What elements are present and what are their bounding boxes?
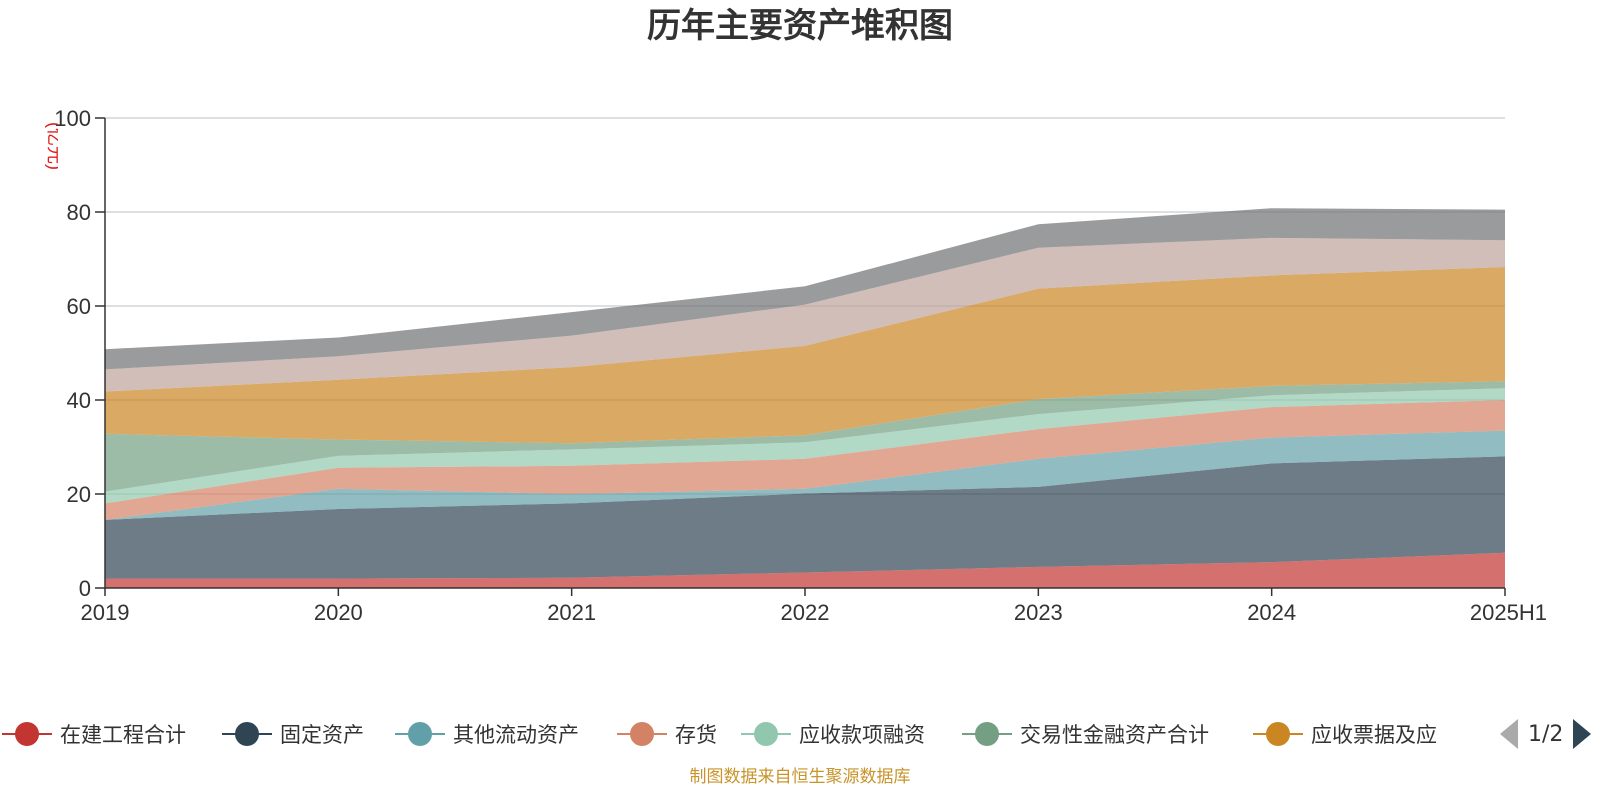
legend-label: 其他流动资产 [453, 723, 579, 747]
legend-marker-icon [2, 714, 52, 754]
legend-pager: 1/2 [1500, 714, 1592, 754]
x-tick-label: 2023 [1014, 600, 1063, 625]
y-tick-label: 100 [54, 106, 91, 131]
chart-title: 历年主要资产堆积图 [647, 6, 953, 46]
legend-label: 存货 [675, 723, 717, 747]
area-series-3[interactable] [105, 430, 1505, 520]
legend-marker-icon [1253, 714, 1303, 754]
unit-text: (亿元) [45, 122, 58, 170]
legend-item[interactable]: 其他流动资产 [395, 714, 579, 754]
x-tick-label: 2019 [81, 600, 130, 625]
legend-item[interactable]: 在建工程合计 [2, 714, 186, 754]
legend-item[interactable]: 应收票据及应 [1253, 714, 1437, 754]
legend-item[interactable]: 应收款项融资 [741, 714, 925, 754]
legend-label: 交易性金融资产合计 [1020, 723, 1209, 747]
legend-item[interactable]: 存货 [617, 714, 717, 754]
x-tick-label: 2025H1 [1470, 600, 1547, 625]
y-tick-label: 40 [67, 388, 91, 413]
legend-item[interactable]: 交易性金融资产合计 [962, 714, 1209, 754]
legend-label: 应收款项融资 [799, 723, 925, 747]
legend-label: 在建工程合计 [60, 723, 186, 747]
y-tick-label: 80 [67, 200, 91, 225]
area-series-9[interactable] [105, 208, 1505, 370]
y-axis-unit-label: (亿元) [45, 122, 58, 170]
legend-page-indicator: 1/2 [1528, 721, 1564, 747]
y-tick-label: 0 [79, 576, 91, 601]
legend-label: 应收票据及应 [1311, 723, 1437, 747]
x-tick-label: 2024 [1247, 600, 1296, 625]
area-series-1[interactable] [105, 552, 1505, 588]
y-tick-label: 20 [67, 482, 91, 507]
x-tick-label: 2020 [314, 600, 363, 625]
legend-item[interactable]: 固定资产 [222, 714, 364, 754]
area-series [105, 208, 1505, 588]
area-series-8[interactable] [105, 237, 1505, 392]
legend-label: 固定资产 [280, 723, 364, 747]
x-tick-label: 2021 [547, 600, 596, 625]
area-series-5[interactable] [105, 388, 1505, 504]
area-series-4[interactable] [105, 400, 1505, 520]
legend-marker-icon [741, 714, 791, 754]
legend-marker-icon [962, 714, 1012, 754]
prev-page-icon[interactable] [1500, 719, 1518, 749]
area-series-6[interactable] [105, 381, 1505, 492]
area-series-2[interactable] [105, 456, 1505, 579]
y-tick-label: 60 [67, 294, 91, 319]
source-note: 制图数据来自恒生聚源数据库 [689, 767, 911, 787]
area-series-7[interactable] [105, 267, 1505, 444]
legend-marker-icon [395, 714, 445, 754]
legend-marker-icon [617, 714, 667, 754]
axes: 0 20 40 60 80 100 2019 2020 2021 2022 2023 2024 2025… [54, 106, 1547, 625]
next-page-icon[interactable] [1573, 719, 1592, 749]
legend-marker-icon [222, 714, 272, 754]
x-tick-label: 2022 [781, 600, 830, 625]
legend: 在建工程合计 固定资产 其他流动资产 存货 应收款项融资 交易性金融资产合计 应收票据及应 [0, 714, 1600, 754]
